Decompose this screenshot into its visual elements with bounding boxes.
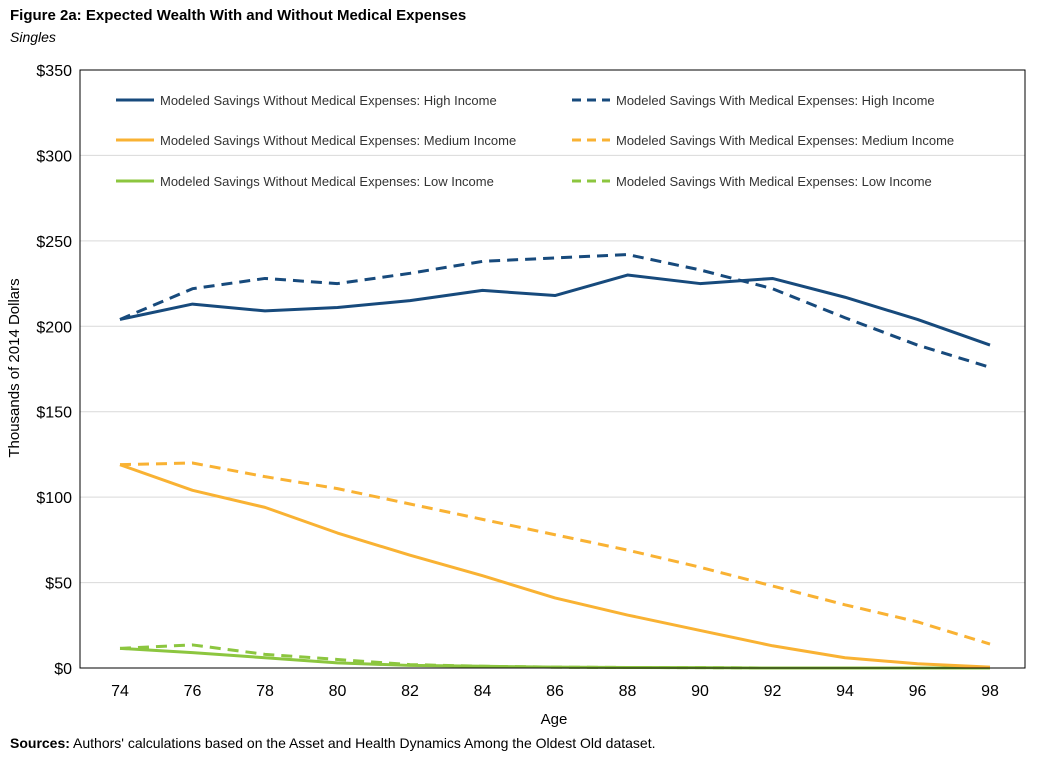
y-tick-label: $50 (45, 576, 72, 593)
y-tick-label: $350 (36, 63, 72, 80)
legend-label: Modeled Savings With Medical Expenses: H… (616, 93, 935, 108)
series-line-with-3 (119, 461, 991, 646)
x-tick-label: 78 (256, 683, 274, 700)
x-tick-label: 74 (111, 683, 129, 700)
x-tick-label: 92 (764, 683, 782, 700)
series-line-without-2 (119, 463, 991, 669)
y-tick-label: $150 (36, 405, 72, 422)
series-line-without-0 (119, 273, 991, 347)
legend: Modeled Savings Without Medical Expenses… (116, 93, 954, 189)
figure-subtitle: Singles (10, 29, 56, 45)
y-axis-ticks: $0 $50 $100 $150 $200 $250 $300 $350 (36, 63, 72, 678)
gridlines (80, 154, 1025, 584)
line-chart: $0 $50 $100 $150 $200 $250 $300 $350 74 76 78 80 82… (6, 63, 1026, 728)
y-tick-label: $200 (36, 319, 72, 336)
x-tick-label: 84 (474, 683, 492, 700)
series-lines (119, 253, 991, 670)
y-tick-label: $250 (36, 234, 72, 251)
sources-text: Authors' calculations based on the Asset… (69, 735, 656, 751)
y-tick-label: $0 (54, 661, 72, 678)
legend-label: Modeled Savings Without Medical Expenses… (160, 133, 516, 148)
sources-note: Sources: Authors' calculations based on … (10, 735, 656, 751)
x-tick-label: 96 (909, 683, 927, 700)
legend-label: Modeled Savings Without Medical Expenses… (160, 174, 494, 189)
y-tick-label: $100 (36, 490, 72, 507)
sources-label: Sources: (10, 735, 70, 751)
x-tick-label: 82 (401, 683, 419, 700)
x-tick-label: 94 (836, 683, 854, 700)
x-tick-label: 80 (329, 683, 347, 700)
legend-label: Modeled Savings With Medical Expenses: M… (616, 133, 954, 148)
x-tick-label: 76 (184, 683, 202, 700)
figure-title: Figure 2a: Expected Wealth With and With… (10, 7, 467, 24)
series-line-with-1 (119, 253, 991, 369)
legend-label: Modeled Savings Without Medical Expenses… (160, 93, 497, 108)
y-tick-label: $300 (36, 148, 72, 165)
y-axis-label: Thousands of 2014 Dollars (6, 278, 23, 457)
legend-label: Modeled Savings With Medical Expenses: L… (616, 174, 932, 189)
x-tick-label: 88 (619, 683, 637, 700)
x-tick-label: 98 (981, 683, 999, 700)
x-axis-label: Age (541, 711, 568, 728)
x-axis-ticks: 74 76 78 80 82 84 86 88 90 92 94 96 98 (111, 683, 999, 700)
plot-area-frame (79, 69, 1026, 669)
x-tick-label: 86 (546, 683, 564, 700)
x-tick-label: 90 (691, 683, 709, 700)
